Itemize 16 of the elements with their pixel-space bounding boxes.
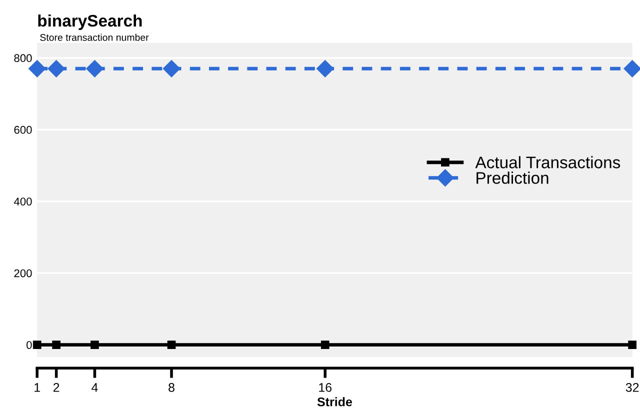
x-tick-label: 32 xyxy=(626,383,639,392)
x-tick-label: 4 xyxy=(92,383,98,392)
y-tick-label: 600 xyxy=(14,126,32,134)
y-tick-label: 800 xyxy=(14,54,32,62)
legend-label: Actual Transactions xyxy=(475,156,620,168)
x-tick-label: 1 xyxy=(34,383,40,392)
y-tick-label: 0 xyxy=(26,341,32,349)
y-tick-label: 400 xyxy=(14,198,32,206)
x-tick-label: 2 xyxy=(53,383,60,392)
x-axis-title: Stride xyxy=(317,397,352,406)
x-tick-label: 8 xyxy=(168,383,174,392)
x-tick-label: 16 xyxy=(319,383,332,392)
legend-label: Prediction xyxy=(476,172,548,184)
chart-subtitle: Store transaction number xyxy=(40,34,149,41)
chart-title: binarySearch xyxy=(38,14,142,30)
y-tick-label: 200 xyxy=(14,269,32,278)
